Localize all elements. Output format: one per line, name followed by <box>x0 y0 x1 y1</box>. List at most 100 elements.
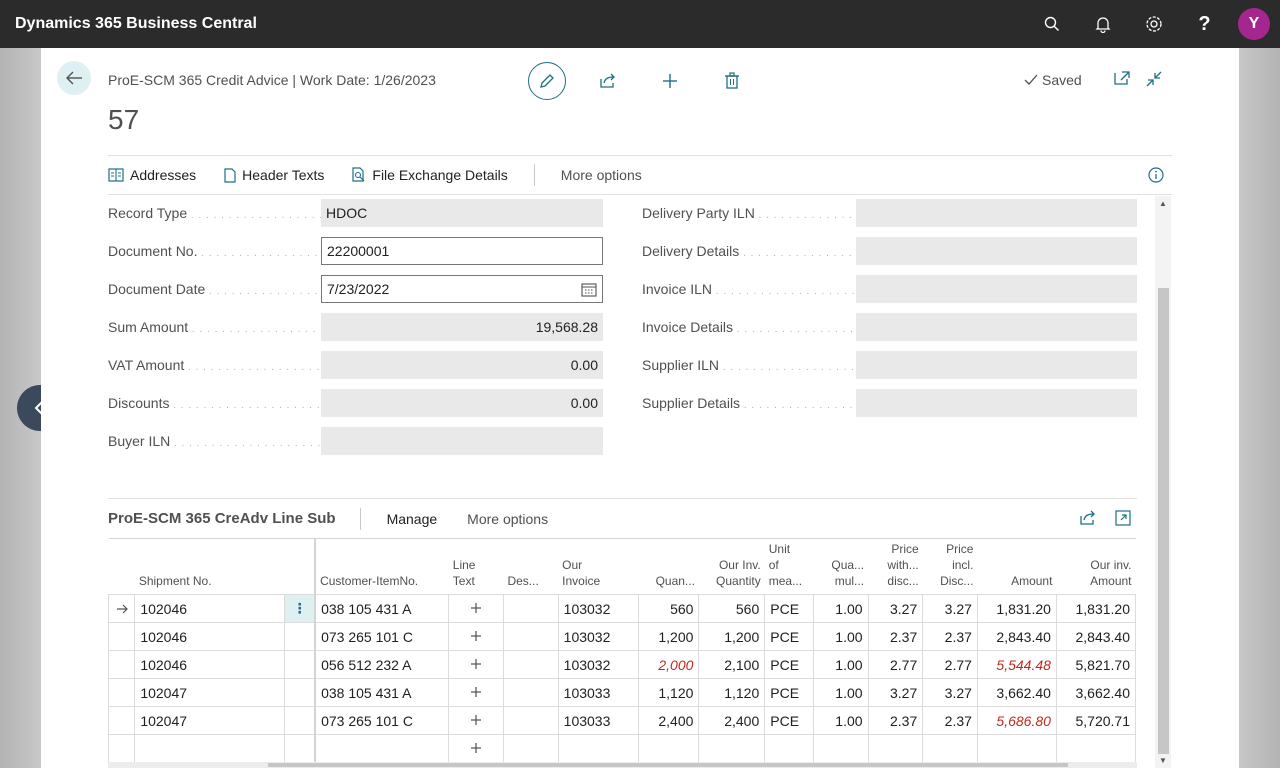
customer-item-cell[interactable] <box>314 734 450 763</box>
customer-item-cell[interactable]: 073 265 101 C <box>314 706 450 735</box>
open-new-window-icon[interactable] <box>1113 70 1131 86</box>
our-invoice-cell[interactable]: 103033 <box>557 678 639 707</box>
shipment-no-cell[interactable] <box>134 734 286 763</box>
our-inv-amount-cell[interactable]: 3,662.40 <box>1055 678 1137 707</box>
col-amount[interactable]: Amount <box>977 538 1057 595</box>
our-inv-amount-cell[interactable]: 5,720.71 <box>1055 706 1137 735</box>
row-actions-cell[interactable] <box>284 650 317 679</box>
col-price-incl-discount[interactable]: Price incl. Disc... <box>922 538 978 595</box>
amount-cell[interactable]: 5,686.80 <box>976 706 1057 735</box>
shipment-no-cell[interactable]: 102046 <box>134 650 286 679</box>
col-price-with-discount[interactable]: Price with... disc... <box>868 538 923 595</box>
our-inv-quantity-cell[interactable]: 2,100 <box>698 650 766 679</box>
quantity-cell[interactable]: 2,000 <box>637 650 700 679</box>
new-button[interactable] <box>651 62 689 100</box>
quantity-cell[interactable]: 560 <box>637 594 700 623</box>
scroll-down-icon[interactable]: ▼ <box>1159 756 1167 765</box>
search-button[interactable] <box>1026 0 1077 48</box>
customer-item-cell[interactable]: 038 105 431 A <box>314 678 450 707</box>
amount-cell[interactable] <box>976 734 1057 763</box>
col-line-text[interactable]: Line Text <box>448 538 504 595</box>
amount-cell[interactable]: 1,831.20 <box>976 594 1057 623</box>
amount-cell[interactable]: 3,662.40 <box>976 678 1057 707</box>
our-inv-quantity-cell[interactable]: 1,120 <box>698 678 766 707</box>
uom-cell[interactable]: PCE <box>764 650 814 679</box>
quantity-cell[interactable] <box>637 734 700 763</box>
our-invoice-cell[interactable]: 103032 <box>557 594 639 623</box>
our-inv-quantity-cell[interactable]: 2,400 <box>698 706 766 735</box>
price-with-discount-cell[interactable]: 2.37 <box>867 622 924 651</box>
table-row[interactable]: 102047 038 105 431 A 103033 1,120 1,120 … <box>107 678 1137 707</box>
our-inv-amount-cell[interactable]: 2,843.40 <box>1055 622 1137 651</box>
price-incl-discount-cell[interactable] <box>922 734 978 763</box>
uom-cell[interactable]: PCE <box>764 706 814 735</box>
quantity-cell[interactable]: 1,200 <box>637 622 700 651</box>
description-cell[interactable] <box>502 622 559 651</box>
price-with-discount-cell[interactable]: 3.27 <box>867 594 924 623</box>
col-quantity[interactable]: Quan... <box>638 538 699 595</box>
uom-cell[interactable] <box>764 734 814 763</box>
table-row[interactable]: 102046 ⋮ 038 105 431 A 103032 560 560 PC… <box>107 594 1137 623</box>
uom-cell[interactable]: PCE <box>764 622 814 651</box>
price-incl-discount-cell[interactable]: 3.27 <box>922 594 978 623</box>
amount-cell[interactable]: 2,843.40 <box>976 622 1057 651</box>
share-button[interactable] <box>589 62 627 100</box>
price-with-discount-cell[interactable]: 2.37 <box>867 706 924 735</box>
our-invoice-cell[interactable]: 103033 <box>557 706 639 735</box>
calendar-icon[interactable] <box>581 282 597 297</box>
col-qty-multiplier[interactable]: Qua... mul... <box>813 538 869 595</box>
new-table-row[interactable] <box>107 734 1137 763</box>
amount-cell[interactable]: 5,544.48 <box>976 650 1057 679</box>
subpage-more-options[interactable]: More options <box>467 510 549 527</box>
shipment-no-cell[interactable]: 102047 <box>134 678 286 707</box>
add-line-text-button[interactable] <box>448 706 504 735</box>
price-incl-discount-cell[interactable]: 2.37 <box>922 706 978 735</box>
scroll-up-icon[interactable]: ▲ <box>1159 199 1167 208</box>
description-cell[interactable] <box>502 594 559 623</box>
description-cell[interactable] <box>502 678 559 707</box>
delete-button[interactable] <box>713 62 751 100</box>
shipment-no-cell[interactable]: 102046 <box>134 622 286 651</box>
qty-multiplier-cell[interactable] <box>812 734 869 763</box>
our-invoice-cell[interactable]: 103032 <box>557 650 639 679</box>
shipment-no-cell[interactable]: 102046 <box>134 594 286 623</box>
qty-multiplier-cell[interactable]: 1.00 <box>812 678 869 707</box>
horizontal-scrollbar[interactable] <box>108 762 1137 768</box>
customer-item-cell[interactable]: 056 512 232 A <box>314 650 450 679</box>
addresses-action[interactable]: Addresses <box>108 167 196 183</box>
add-line-text-button[interactable] <box>448 678 504 707</box>
collapse-icon[interactable] <box>1145 70 1163 88</box>
qty-multiplier-cell[interactable]: 1.00 <box>812 594 869 623</box>
our-inv-amount-cell[interactable] <box>1055 734 1137 763</box>
add-line-text-button[interactable] <box>448 622 504 651</box>
col-description[interactable]: Des... <box>503 538 559 595</box>
table-row[interactable]: 102047 073 265 101 C 103033 2,400 2,400 … <box>107 706 1137 735</box>
price-with-discount-cell[interactable]: 3.27 <box>867 678 924 707</box>
vertical-scrollbar[interactable]: ▲ ▼ <box>1155 196 1171 768</box>
our-inv-quantity-cell[interactable]: 1,200 <box>698 622 766 651</box>
more-options-action[interactable]: More options <box>560 167 642 183</box>
customer-item-cell[interactable]: 038 105 431 A <box>314 594 450 623</box>
row-actions-cell[interactable] <box>284 678 317 707</box>
our-inv-amount-cell[interactable]: 1,831.20 <box>1055 594 1137 623</box>
description-cell[interactable] <box>502 650 559 679</box>
price-incl-discount-cell[interactable]: 2.37 <box>922 622 978 651</box>
row-actions-button[interactable]: ⋮ <box>284 594 317 623</box>
avatar[interactable]: Y <box>1238 8 1270 40</box>
our-inv-quantity-cell[interactable]: 560 <box>698 594 766 623</box>
our-inv-amount-cell[interactable]: 5,821.70 <box>1055 650 1137 679</box>
edit-button[interactable] <box>528 62 566 100</box>
uom-cell[interactable]: PCE <box>764 594 814 623</box>
col-shipment-no[interactable]: Shipment No. <box>134 538 285 595</box>
col-customer-item-no[interactable]: Customer-ItemNo. <box>315 538 449 595</box>
expand-icon[interactable] <box>1115 510 1131 526</box>
row-actions-cell[interactable] <box>284 734 317 763</box>
add-line-text-button[interactable] <box>448 734 504 763</box>
uom-cell[interactable]: PCE <box>764 678 814 707</box>
add-line-text-button[interactable] <box>448 594 504 623</box>
price-incl-discount-cell[interactable]: 3.27 <box>922 678 978 707</box>
description-cell[interactable] <box>502 734 559 763</box>
col-unit-of-measure[interactable]: Unit of mea... <box>764 538 814 595</box>
our-invoice-cell[interactable]: 103032 <box>557 622 639 651</box>
document-no-input[interactable]: 22200001 <box>321 237 603 265</box>
